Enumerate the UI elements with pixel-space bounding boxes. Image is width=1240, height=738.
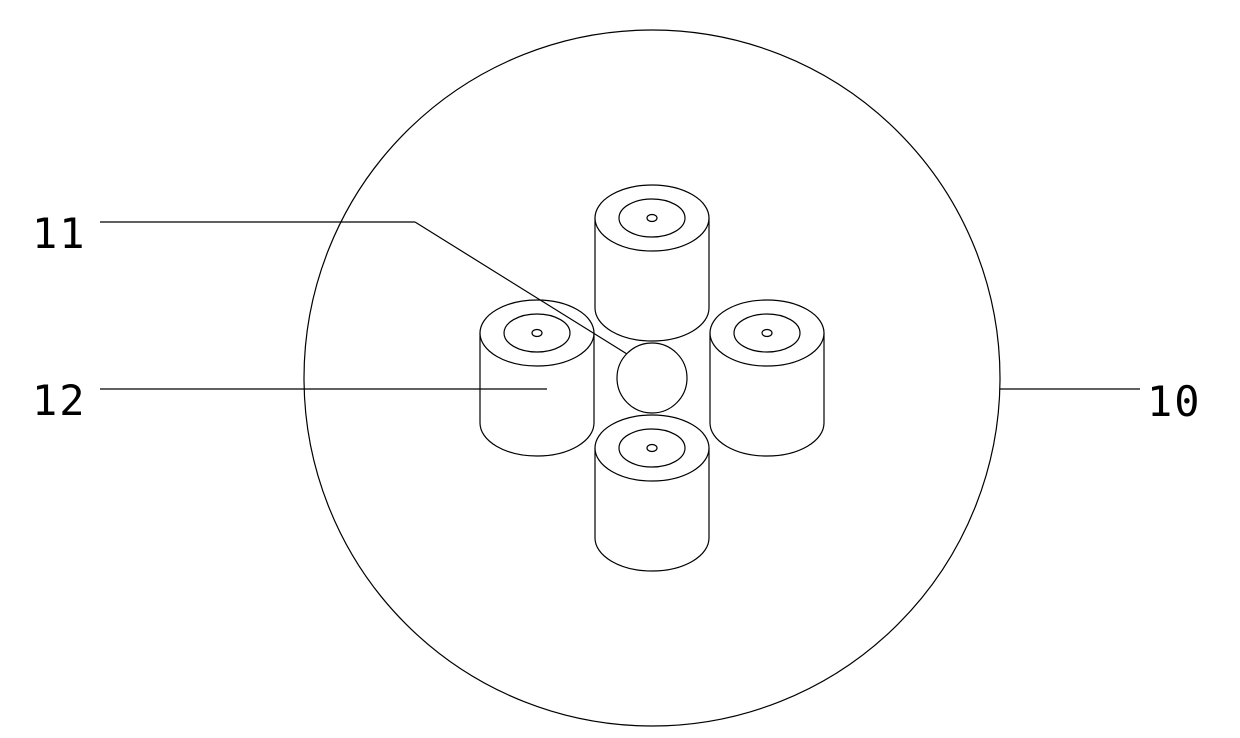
cylinder-right xyxy=(710,300,824,456)
label-10: 10 xyxy=(1147,377,1202,426)
label-11: 11 xyxy=(32,209,87,258)
technical-diagram xyxy=(0,0,1240,738)
cylinder-top xyxy=(595,185,709,341)
label-12: 12 xyxy=(32,376,87,425)
center-circle xyxy=(617,343,687,413)
cylinder-bottom xyxy=(595,415,709,571)
